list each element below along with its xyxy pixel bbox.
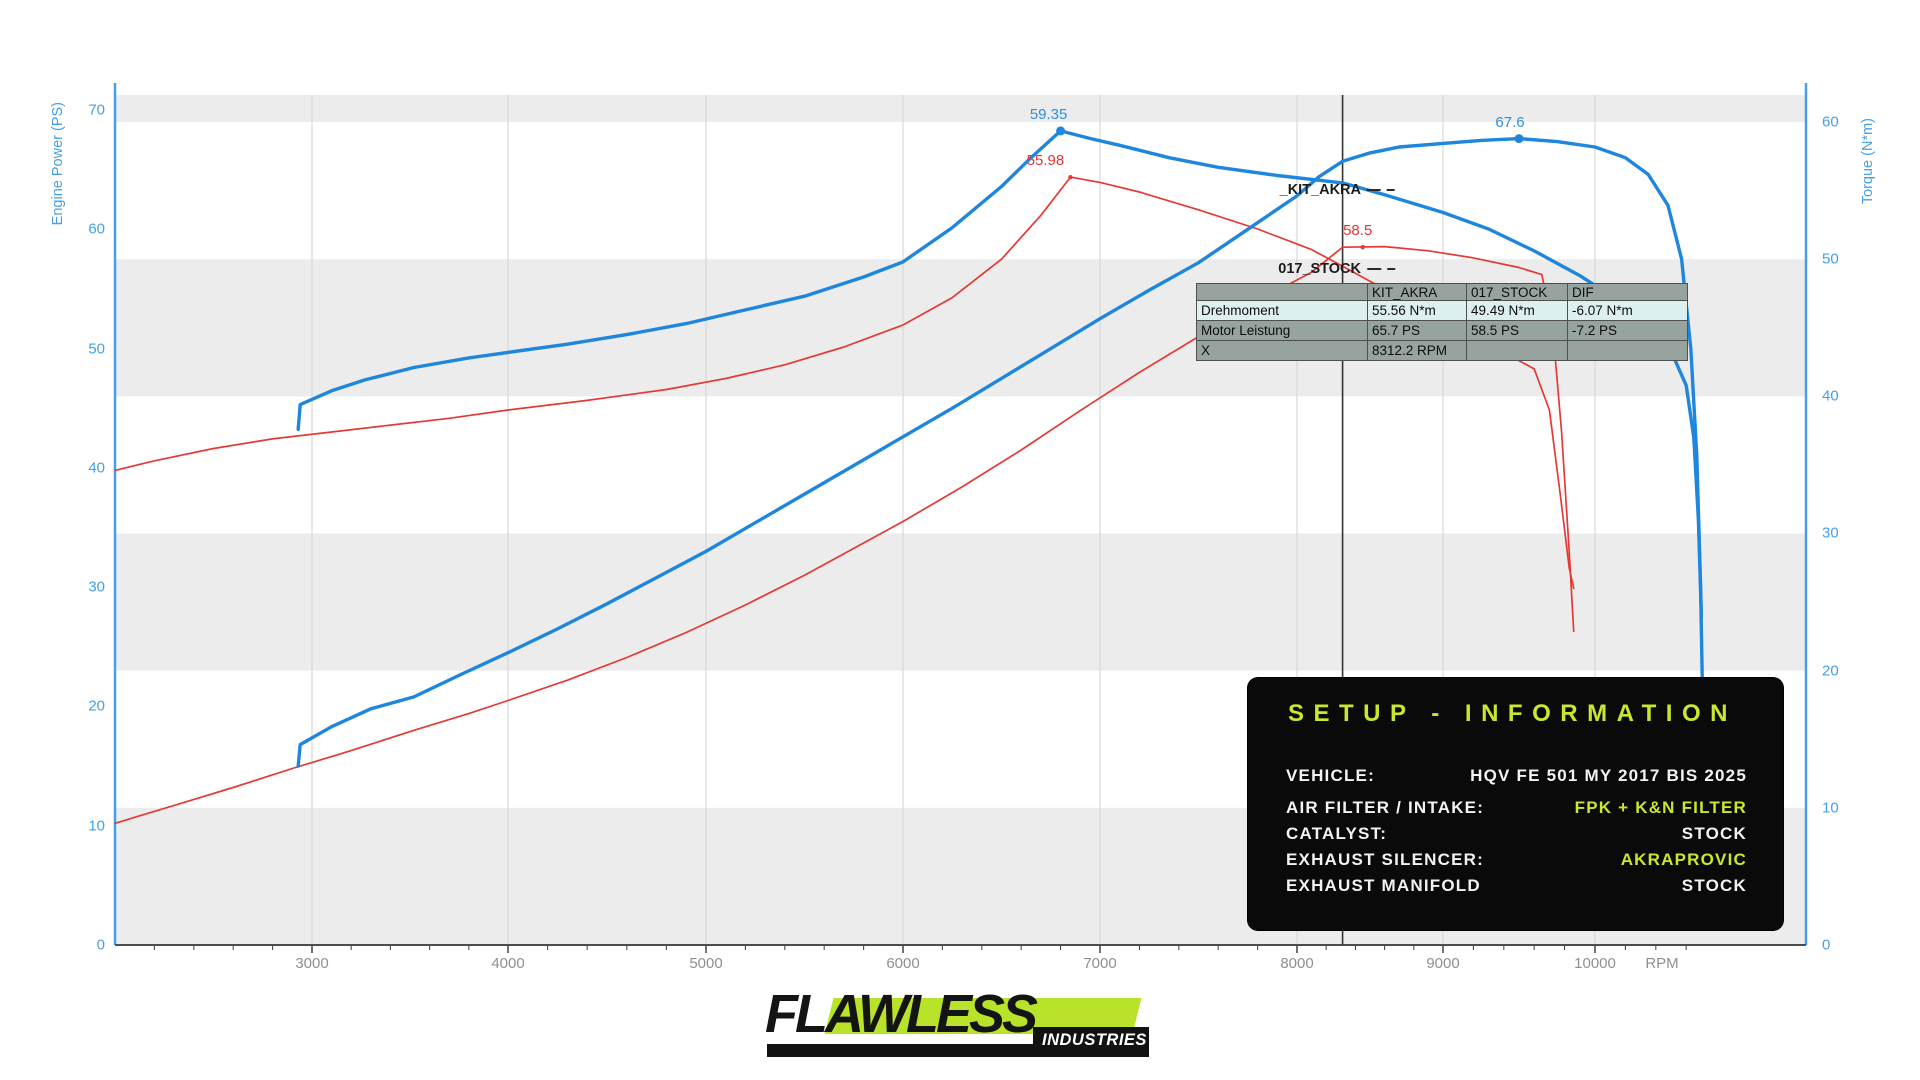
table-value-cell: 55.56 N*m xyxy=(1367,300,1467,321)
table-value-cell: 49.49 N*m xyxy=(1466,300,1568,321)
logo-black-bar xyxy=(767,1044,1147,1057)
peak-marker xyxy=(1056,126,1066,136)
peak-marker xyxy=(1068,174,1073,180)
table-row-label: Drehmoment xyxy=(1196,300,1368,321)
peak-marker xyxy=(1360,244,1365,250)
setup-row-airfilter: AIR FILTER / INTAKE: FPK + K&N FILTER xyxy=(1286,798,1747,818)
setup-row-silencer: EXHAUST SILENCER: AKRAPROVIC xyxy=(1286,850,1747,870)
background-band xyxy=(115,95,1806,122)
setup-value: HQV FE 501 MY 2017 BIS 2025 xyxy=(1470,766,1747,785)
setup-value: STOCK xyxy=(1681,824,1747,843)
table-value-cell: -7.2 PS xyxy=(1567,320,1688,341)
setup-label: AIR FILTER / INTAKE: xyxy=(1286,798,1485,817)
cursor-values-table: KIT_AKRA 017_STOCK DIF Drehmoment 55.56 N*m 4… xyxy=(1196,283,1688,361)
table-row-label: Motor Leistung xyxy=(1196,320,1368,341)
left-axis-title: Engine Power (PS) xyxy=(50,102,66,226)
setup-value: AKRAPROVIC xyxy=(1620,850,1747,869)
setup-value: FPK + K&N FILTER xyxy=(1574,798,1747,817)
right-axis-title: Torque (N*m) xyxy=(1860,118,1876,205)
setup-label: VEHICLE: xyxy=(1286,766,1375,785)
table-value-cell: 58.5 PS xyxy=(1466,320,1568,341)
setup-label: EXHAUST MANIFOLD xyxy=(1286,876,1481,895)
flawless-industries-logo: FLAWLESS INDUSTRIES xyxy=(765,984,1157,1061)
table-header-cell xyxy=(1196,283,1368,301)
table-header-cell: 017_STOCK xyxy=(1466,283,1568,301)
logo-wordmark: FLAWLESS xyxy=(765,984,1038,1044)
table-header-cell: DIF xyxy=(1567,283,1688,301)
setup-label: EXHAUST SILENCER: xyxy=(1286,850,1484,869)
table-value-cell: -6.07 N*m xyxy=(1567,300,1688,321)
peak-marker xyxy=(1514,134,1524,144)
table-value-cell: 65.7 PS xyxy=(1367,320,1467,341)
setup-row-manifold: EXHAUST MANIFOLD STOCK xyxy=(1286,876,1747,896)
curve-kit_akra-motor-leistung xyxy=(296,136,1704,768)
table-value-cell xyxy=(1466,340,1568,361)
x-axis-unit-label: RPM xyxy=(1645,955,1679,972)
table-row-label: X xyxy=(1196,340,1368,361)
setup-row-catalyst: CATALYST: STOCK xyxy=(1286,824,1747,844)
logo-subtitle: INDUSTRIES xyxy=(1042,1031,1147,1049)
table-value-cell xyxy=(1567,340,1688,361)
setup-value: STOCK xyxy=(1681,876,1747,895)
setup-label: CATALYST: xyxy=(1286,824,1388,843)
setup-row-vehicle: VEHICLE: HQV FE 501 MY 2017 BIS 2025 xyxy=(1286,766,1747,786)
setup-panel-title: SETUP - INFORMATION xyxy=(1288,700,1737,727)
background-band xyxy=(115,533,1806,671)
table-header-cell: KIT_AKRA xyxy=(1367,283,1467,301)
setup-information-panel: SETUP - INFORMATION VEHICLE: HQV FE 501 … xyxy=(1248,678,1783,930)
table-value-cell: 8312.2 RPM xyxy=(1367,340,1467,361)
curve-017_stock-motor-leistung xyxy=(114,245,1575,825)
